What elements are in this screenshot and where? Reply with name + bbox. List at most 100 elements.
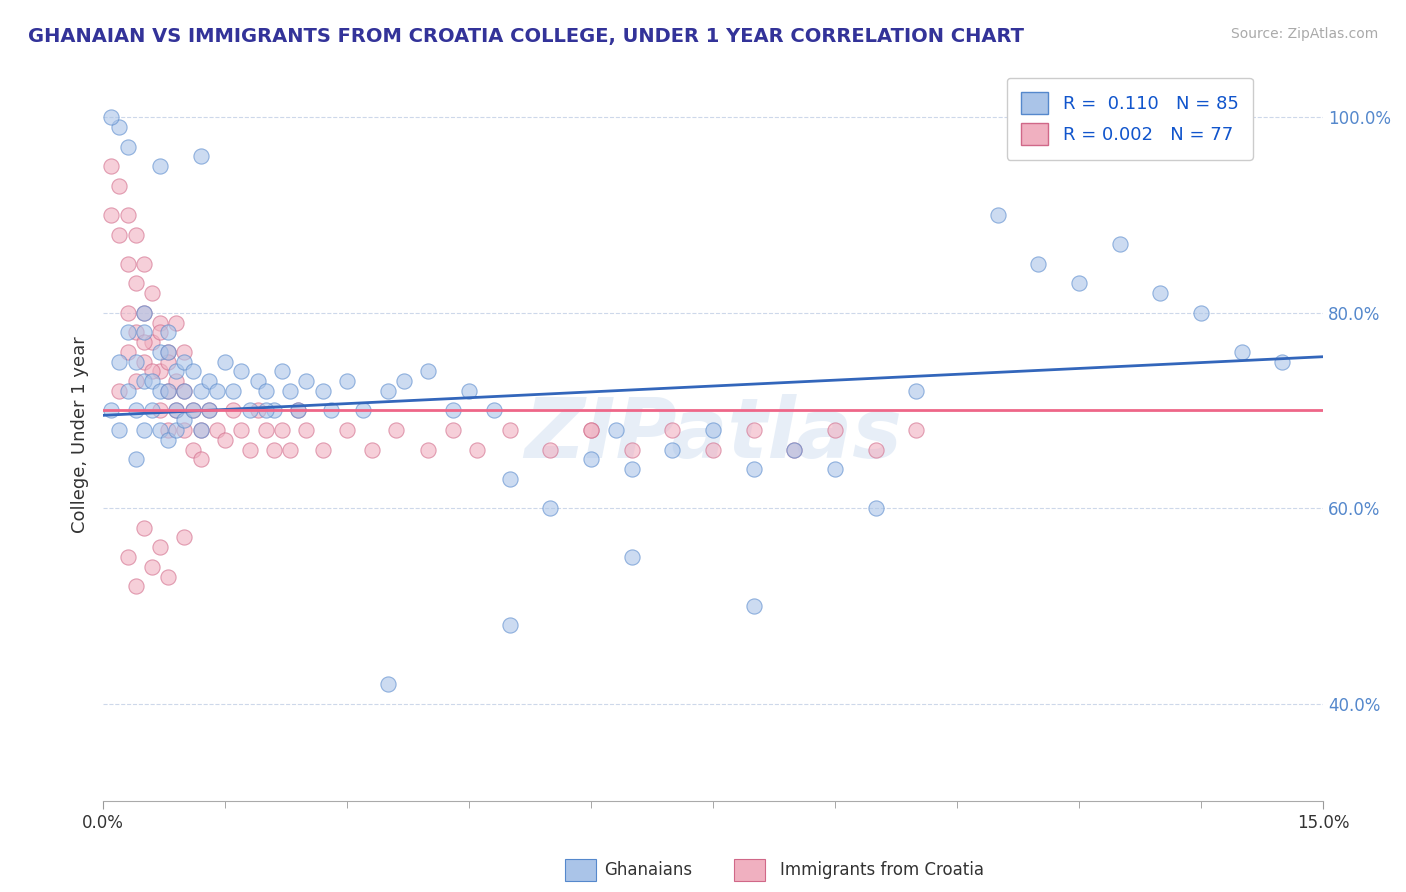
Point: [149, 316, 172, 330]
Point: [198, 374, 221, 388]
Point: [117, 549, 139, 564]
Point: [149, 344, 172, 359]
Point: [124, 452, 146, 467]
Point: [465, 442, 488, 457]
Point: [141, 374, 163, 388]
Point: [117, 384, 139, 398]
Point: [579, 423, 602, 437]
Point: [205, 423, 228, 437]
Point: [173, 384, 195, 398]
Point: [312, 442, 335, 457]
Point: [132, 334, 155, 349]
Point: [620, 462, 643, 476]
Point: [319, 403, 342, 417]
Point: [157, 354, 180, 368]
Point: [149, 403, 172, 417]
Point: [1271, 354, 1294, 368]
Point: [157, 423, 180, 437]
Point: [1149, 286, 1171, 301]
Point: [482, 403, 505, 417]
Point: [124, 579, 146, 593]
Legend: R =  0.110   N = 85, R = 0.002   N = 77: R = 0.110 N = 85, R = 0.002 N = 77: [1007, 78, 1253, 160]
Point: [157, 326, 180, 340]
Point: [987, 208, 1010, 222]
Point: [132, 521, 155, 535]
Point: [702, 423, 724, 437]
Point: [165, 374, 187, 388]
Point: [124, 277, 146, 291]
Point: [132, 257, 155, 271]
Point: [108, 354, 131, 368]
Point: [165, 316, 187, 330]
Point: [149, 326, 172, 340]
Point: [117, 257, 139, 271]
Point: [100, 159, 122, 173]
Point: [499, 472, 522, 486]
Point: [287, 403, 309, 417]
Point: [190, 149, 212, 163]
Point: [181, 403, 204, 417]
Point: [173, 344, 195, 359]
Point: [742, 462, 765, 476]
Point: [254, 403, 277, 417]
Point: [222, 403, 245, 417]
Point: [702, 442, 724, 457]
Point: [579, 452, 602, 467]
Point: [117, 208, 139, 222]
Point: [190, 384, 212, 398]
Point: [157, 384, 180, 398]
Point: [108, 423, 131, 437]
Point: [149, 159, 172, 173]
Point: [336, 423, 359, 437]
Point: [222, 384, 245, 398]
Point: [783, 442, 806, 457]
Point: [173, 384, 195, 398]
Point: [132, 423, 155, 437]
Point: [157, 344, 180, 359]
Point: [278, 384, 301, 398]
Point: [124, 403, 146, 417]
Point: [865, 442, 887, 457]
Point: [141, 334, 163, 349]
Point: [905, 384, 928, 398]
Point: [100, 111, 122, 125]
Point: [198, 403, 221, 417]
Point: [190, 423, 212, 437]
Point: [620, 442, 643, 457]
Point: [100, 208, 122, 222]
Point: [124, 326, 146, 340]
Point: [312, 384, 335, 398]
Point: [190, 423, 212, 437]
Point: [278, 442, 301, 457]
Point: [336, 374, 359, 388]
Point: [385, 423, 408, 437]
Point: [149, 540, 172, 554]
Point: [117, 306, 139, 320]
Point: [181, 364, 204, 378]
Point: [865, 501, 887, 516]
Point: [108, 227, 131, 242]
Text: GHANAIAN VS IMMIGRANTS FROM CROATIA COLLEGE, UNDER 1 YEAR CORRELATION CHART: GHANAIAN VS IMMIGRANTS FROM CROATIA COLL…: [28, 27, 1024, 45]
Point: [540, 501, 562, 516]
Point: [132, 326, 155, 340]
Point: [905, 423, 928, 437]
Text: ZIPatlas: ZIPatlas: [524, 394, 903, 475]
Point: [287, 403, 309, 417]
Point: [141, 364, 163, 378]
Point: [198, 403, 221, 417]
Point: [205, 384, 228, 398]
Point: [214, 354, 236, 368]
Point: [271, 364, 294, 378]
Point: [157, 344, 180, 359]
Point: [441, 403, 464, 417]
Point: [238, 442, 260, 457]
Y-axis label: College, Under 1 year: College, Under 1 year: [72, 336, 89, 533]
Point: [263, 442, 285, 457]
Text: Source: ZipAtlas.com: Source: ZipAtlas.com: [1230, 27, 1378, 41]
Point: [124, 227, 146, 242]
Point: [132, 306, 155, 320]
Point: [295, 423, 318, 437]
Point: [238, 403, 260, 417]
Point: [108, 384, 131, 398]
Point: [149, 364, 172, 378]
